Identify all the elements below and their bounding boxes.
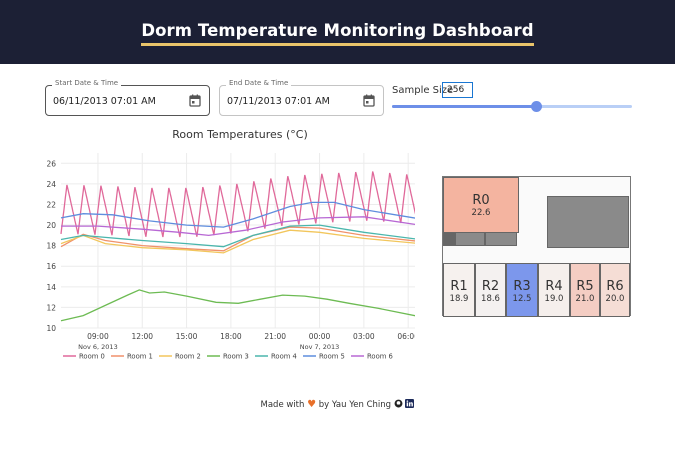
legend-label-room-4: Room 4 xyxy=(271,353,297,361)
x-tick-sublabel: Nov 7, 2013 xyxy=(300,343,340,351)
github-icon[interactable] xyxy=(394,399,403,408)
room-r3[interactable]: R3 12.5 xyxy=(506,263,538,317)
room-r3-name: R3 xyxy=(513,279,531,294)
legend-label-room-1: Room 1 xyxy=(127,353,153,361)
room-r5-temp: 21.0 xyxy=(575,294,595,304)
floorplan-block xyxy=(485,232,517,246)
floor-plan: R0 22.6 R1 18.9 R2 18.6 R3 12.5 R4 19.0 … xyxy=(442,176,631,317)
legend-label-room-3: Room 3 xyxy=(223,353,249,361)
room-r3-temp: 12.5 xyxy=(512,294,532,304)
x-tick-label: 21:00 xyxy=(264,332,286,341)
x-tick-label: 09:00 xyxy=(87,332,109,341)
room-r1[interactable]: R1 18.9 xyxy=(443,263,475,317)
floorplan-block xyxy=(443,232,455,246)
app-header: Dorm Temperature Monitoring Dashboard xyxy=(0,0,675,64)
series-line-room-1 xyxy=(60,226,415,252)
series-line-room-6 xyxy=(61,216,415,237)
room-r6-temp: 20.0 xyxy=(605,294,625,304)
linkedin-icon[interactable] xyxy=(405,399,415,408)
x-tick-label: 12:00 xyxy=(131,332,153,341)
room-r0-temp: 22.6 xyxy=(471,208,491,218)
end-datetime-label: End Date & Time xyxy=(226,79,292,87)
sample-size-input[interactable]: 256 xyxy=(442,82,473,98)
legend-label-room-2: Room 2 xyxy=(175,353,201,361)
y-tick-label: 20 xyxy=(46,221,56,230)
room-r6[interactable]: R6 20.0 xyxy=(600,263,630,317)
x-tick-label: 15:00 xyxy=(176,332,198,341)
floorplan-block xyxy=(455,232,485,246)
start-datetime-label: Start Date & Time xyxy=(52,79,122,87)
room-r1-name: R1 xyxy=(450,279,468,294)
room-r5[interactable]: R5 21.0 xyxy=(570,263,600,317)
chart-title: Room Temperatures (°C) xyxy=(172,128,308,141)
calendar-icon[interactable] xyxy=(189,94,201,107)
room-r4[interactable]: R4 19.0 xyxy=(538,263,570,317)
end-datetime-value[interactable]: 07/11/2013 07:01 AM xyxy=(227,96,330,107)
series-line-room-4 xyxy=(60,224,415,248)
room-r0-name: R0 xyxy=(472,193,490,208)
end-datetime-field[interactable]: End Date & Time 07/11/2013 07:01 AM xyxy=(219,79,384,116)
x-tick-sublabel: Nov 6, 2013 xyxy=(78,343,118,351)
y-tick-label: 18 xyxy=(46,242,56,251)
legend-label-room-6: Room 6 xyxy=(367,353,393,361)
room-r2[interactable]: R2 18.6 xyxy=(475,263,506,317)
room-r6-name: R6 xyxy=(606,279,624,294)
legend-label-room-5: Room 5 xyxy=(319,353,345,361)
x-tick-label: 06:00 xyxy=(397,332,415,341)
footer-author: by Yau Yen Ching xyxy=(318,400,392,410)
start-datetime-value[interactable]: 06/11/2013 07:01 AM xyxy=(53,96,156,107)
x-tick-label: 03:00 xyxy=(353,332,375,341)
room-r0[interactable]: R0 22.6 xyxy=(443,177,519,233)
room-r1-temp: 18.9 xyxy=(449,294,469,304)
calendar-icon[interactable] xyxy=(363,94,375,107)
room-r2-temp: 18.6 xyxy=(481,294,500,304)
y-tick-label: 10 xyxy=(46,324,56,333)
series-line-room-5 xyxy=(60,201,415,228)
series-line-room-3 xyxy=(60,289,415,322)
start-datetime-field[interactable]: Start Date & Time 06/11/2013 07:01 AM xyxy=(45,79,210,116)
room-r2-name: R2 xyxy=(481,279,500,294)
y-tick-label: 22 xyxy=(46,200,56,209)
series-line-room-2 xyxy=(60,229,415,254)
y-tick-label: 26 xyxy=(46,159,56,168)
footer-made-with: Made with xyxy=(260,400,305,410)
heart-icon: ♥ xyxy=(307,399,317,410)
slider-thumb[interactable] xyxy=(531,101,542,112)
floorplan-block xyxy=(547,196,629,248)
slider-track[interactable] xyxy=(392,105,536,108)
x-tick-label: 18:00 xyxy=(220,332,242,341)
y-tick-label: 12 xyxy=(46,303,56,312)
y-tick-label: 24 xyxy=(46,180,56,189)
sample-size-slider[interactable] xyxy=(392,98,632,116)
room-r4-temp: 19.0 xyxy=(544,294,564,304)
room-r5-name: R5 xyxy=(576,279,594,294)
page-title: Dorm Temperature Monitoring Dashboard xyxy=(141,21,534,46)
y-tick-label: 16 xyxy=(46,262,56,271)
x-tick-label: 00:00 xyxy=(309,332,331,341)
y-tick-label: 14 xyxy=(46,283,56,292)
legend-label-room-0: Room 0 xyxy=(79,353,105,361)
room-r4-name: R4 xyxy=(545,279,563,294)
sample-size-label: Sample Size xyxy=(392,85,454,96)
series-line-room-0 xyxy=(60,171,415,238)
room-temperature-chart: 10 12 14 16 18 20 22 24 26 09:00 Nov 6, 2013 12:00 1… xyxy=(46,153,415,361)
footer: Made with ♥ by Yau Yen Ching xyxy=(0,399,675,410)
